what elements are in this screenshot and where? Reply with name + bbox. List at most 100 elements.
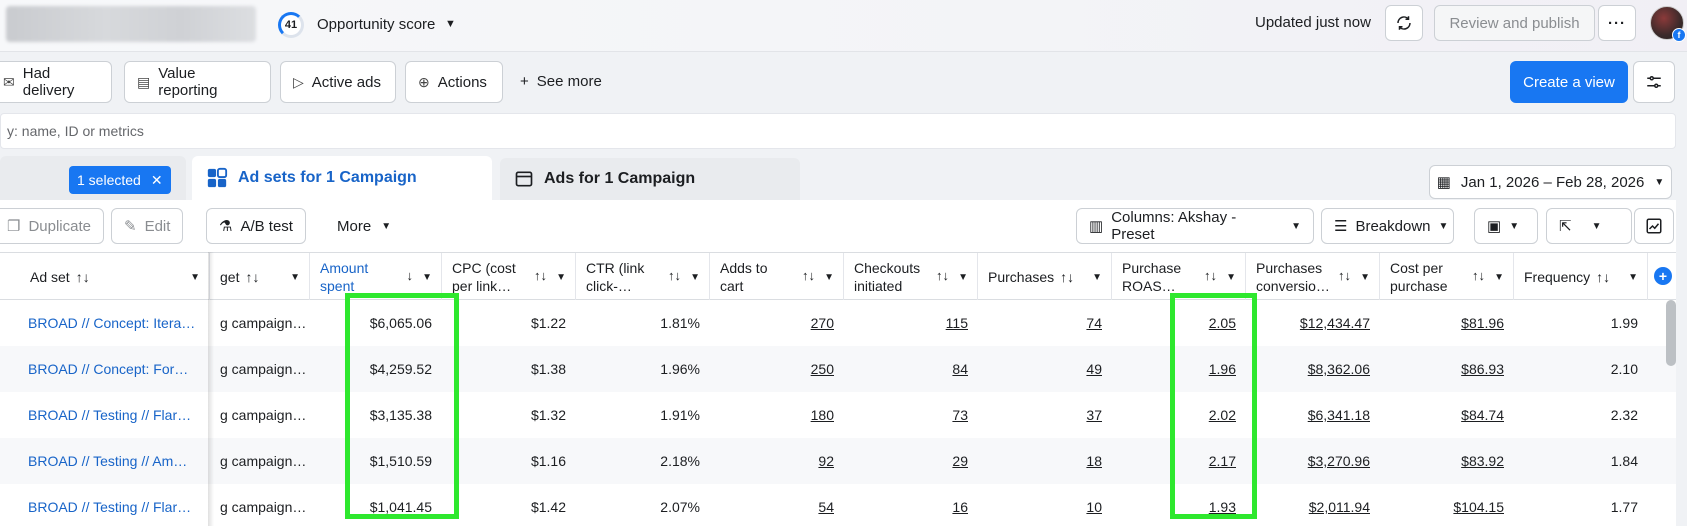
ab-test-button[interactable]: ⚗ A/B test bbox=[206, 208, 306, 244]
table-row[interactable]: BROAD // Testing // Am… g campaign… $1,5… bbox=[0, 438, 1676, 484]
sort-icon[interactable]: ↑↓ bbox=[936, 268, 949, 283]
sort-icon[interactable]: ↑↓ bbox=[1472, 268, 1485, 283]
chevron-down-icon[interactable]: ▼ bbox=[1226, 272, 1236, 283]
sort-icon[interactable]: ↑↓ bbox=[1204, 268, 1217, 283]
checkouts-value[interactable]: 84 bbox=[952, 361, 968, 377]
header-ctr[interactable]: CTR (link click-… ↑↓ ▼ bbox=[576, 253, 710, 300]
add-column-icon[interactable]: + bbox=[1654, 267, 1672, 285]
adset-name-link[interactable]: BROAD // Testing // Flar… bbox=[28, 499, 192, 515]
checkouts-value[interactable]: 73 bbox=[952, 407, 968, 423]
adset-name-link[interactable]: BROAD // Testing // Am… bbox=[28, 453, 188, 469]
conversion-value-cell[interactable]: $12,434.47 bbox=[1246, 300, 1380, 346]
table-row[interactable]: BROAD // Testing // Flar… g campaign… $3… bbox=[0, 392, 1676, 438]
chevron-down-icon[interactable]: ▼ bbox=[1494, 272, 1504, 283]
sort-icon[interactable]: ↑↓ bbox=[1338, 268, 1351, 283]
chevron-down-icon[interactable]: ▼ bbox=[1360, 272, 1370, 283]
header-purchase-roas[interactable]: Purchase ROAS… ↑↓ ▼ bbox=[1112, 253, 1246, 300]
conversion-value-cell[interactable]: $6,341.18 bbox=[1246, 392, 1380, 438]
roas-cell[interactable]: 1.96 bbox=[1112, 346, 1246, 392]
table-row[interactable]: BROAD // Concept: Itera… g campaign… $6,… bbox=[0, 300, 1676, 346]
purchases-cell[interactable]: 18 bbox=[978, 438, 1112, 484]
roas-value[interactable]: 2.17 bbox=[1208, 453, 1236, 469]
chevron-down-icon[interactable]: ▼ bbox=[824, 272, 834, 283]
cost-per-purchase-cell[interactable]: $83.92 bbox=[1380, 438, 1514, 484]
adset-name-link[interactable]: BROAD // Concept: Itera… bbox=[28, 315, 196, 331]
chevron-down-icon[interactable]: ▼ bbox=[556, 272, 566, 283]
conversion-value[interactable]: $3,270.96 bbox=[1307, 453, 1370, 469]
chart-toggle-button[interactable] bbox=[1634, 208, 1674, 244]
refresh-button[interactable] bbox=[1385, 5, 1423, 41]
purchases-value[interactable]: 18 bbox=[1086, 453, 1102, 469]
opportunity-score-ring[interactable]: 41 bbox=[278, 12, 304, 38]
export-button[interactable]: ⇱ ▼ bbox=[1546, 208, 1632, 244]
purchases-value[interactable]: 49 bbox=[1086, 361, 1102, 377]
columns-button[interactable]: ▥ Columns: Akshay - Preset ▼ bbox=[1076, 208, 1314, 244]
adds-to-cart-value[interactable]: 250 bbox=[810, 361, 834, 377]
chevron-down-icon[interactable]: ▼ bbox=[690, 272, 700, 283]
edit-button[interactable]: ✎ Edit bbox=[111, 208, 184, 244]
adds-to-cart-value[interactable]: 270 bbox=[810, 315, 834, 331]
roas-cell[interactable]: 1.93 bbox=[1112, 484, 1246, 526]
conversion-value[interactable]: $6,341.18 bbox=[1307, 407, 1370, 423]
checkouts-value[interactable]: 16 bbox=[952, 499, 968, 515]
checkouts-cell[interactable]: 73 bbox=[844, 392, 978, 438]
chevron-down-icon[interactable]: ▼ bbox=[422, 272, 432, 283]
cost-per-purchase-value[interactable]: $81.96 bbox=[1461, 315, 1504, 331]
breakdown-button[interactable]: ☰ Breakdown ▼ bbox=[1321, 208, 1454, 244]
opportunity-score-label[interactable]: Opportunity score bbox=[317, 16, 436, 33]
sort-icon[interactable]: ↑↓ bbox=[802, 268, 815, 283]
sort-icon[interactable]: ↑↓ bbox=[1596, 268, 1611, 285]
conversion-value[interactable]: $12,434.47 bbox=[1299, 315, 1370, 331]
adds-to-cart-cell[interactable]: 180 bbox=[710, 392, 844, 438]
purchases-value[interactable]: 37 bbox=[1086, 407, 1102, 423]
header-purchases-conversion[interactable]: Purchases conversio… ↑↓ ▼ bbox=[1246, 253, 1380, 300]
cost-per-purchase-value[interactable]: $83.92 bbox=[1461, 453, 1504, 469]
conversion-value-cell[interactable]: $2,011.94 bbox=[1246, 484, 1380, 526]
header-purchases[interactable]: Purchases ↑↓ ▼ bbox=[978, 253, 1112, 300]
adds-to-cart-cell[interactable]: 270 bbox=[710, 300, 844, 346]
purchases-cell[interactable]: 49 bbox=[978, 346, 1112, 392]
header-cost-per-purchase[interactable]: Cost per purchase ↑↓ ▼ bbox=[1380, 253, 1514, 300]
cost-per-purchase-cell[interactable]: $86.93 bbox=[1380, 346, 1514, 392]
sort-icon[interactable]: ↑↓ bbox=[668, 268, 681, 283]
avatar[interactable] bbox=[1650, 6, 1684, 40]
reports-button[interactable]: ▣ ▼ bbox=[1474, 208, 1538, 244]
cost-per-purchase-cell[interactable]: $81.96 bbox=[1380, 300, 1514, 346]
header-budget[interactable]: get ↑↓ ▼ bbox=[210, 253, 310, 300]
roas-cell[interactable]: 2.17 bbox=[1112, 438, 1246, 484]
table-row[interactable]: BROAD // Testing // Flar… g campaign… $1… bbox=[0, 484, 1676, 526]
roas-value[interactable]: 2.02 bbox=[1208, 407, 1236, 423]
adds-to-cart-value[interactable]: 54 bbox=[818, 499, 834, 515]
conversion-value-cell[interactable]: $8,362.06 bbox=[1246, 346, 1380, 392]
filter-actions[interactable]: ⊕ Actions bbox=[405, 61, 503, 103]
checkouts-cell[interactable]: 16 bbox=[844, 484, 978, 526]
filter-active-ads[interactable]: ▷ Active ads bbox=[280, 61, 396, 103]
purchases-cell[interactable]: 74 bbox=[978, 300, 1112, 346]
adds-to-cart-cell[interactable]: 92 bbox=[710, 438, 844, 484]
chevron-down-icon[interactable]: ▼ bbox=[445, 18, 456, 30]
tab-campaigns[interactable]: 1 selected ✕ bbox=[0, 156, 186, 200]
filter-had-delivery[interactable]: ✉ Had delivery bbox=[0, 61, 112, 103]
review-and-publish-button[interactable]: Review and publish bbox=[1434, 5, 1595, 41]
view-settings-button[interactable] bbox=[1633, 61, 1675, 103]
sort-descending-icon[interactable]: ↓ bbox=[406, 268, 414, 283]
header-amount-spent[interactable]: Amount spent ↓ ▼ bbox=[310, 253, 442, 300]
roas-value[interactable]: 1.93 bbox=[1208, 499, 1236, 515]
chevron-down-icon[interactable]: ▼ bbox=[290, 272, 300, 283]
cost-per-purchase-value[interactable]: $104.15 bbox=[1453, 499, 1504, 515]
cost-per-purchase-value[interactable]: $84.74 bbox=[1461, 407, 1504, 423]
sort-icon[interactable]: ↑↓ bbox=[534, 268, 547, 283]
adds-to-cart-value[interactable]: 180 bbox=[810, 407, 834, 423]
filter-value-reporting[interactable]: ▤ Value reporting bbox=[124, 61, 271, 103]
close-icon[interactable]: ✕ bbox=[150, 171, 163, 188]
checkouts-cell[interactable]: 29 bbox=[844, 438, 978, 484]
cost-per-purchase-cell[interactable]: $84.74 bbox=[1380, 392, 1514, 438]
purchases-value[interactable]: 74 bbox=[1086, 315, 1102, 331]
table-row[interactable]: BROAD // Concept: For… g campaign… $4,25… bbox=[0, 346, 1676, 392]
checkouts-cell[interactable]: 115 bbox=[844, 300, 978, 346]
account-name-redacted[interactable] bbox=[6, 6, 256, 42]
adds-to-cart-cell[interactable]: 54 bbox=[710, 484, 844, 526]
create-view-button[interactable]: Create a view bbox=[1510, 61, 1628, 103]
header-checkouts[interactable]: Checkouts initiated ↑↓ ▼ bbox=[844, 253, 978, 300]
date-range-picker[interactable]: ▦ Jan 1, 2026 – Feb 28, 2026 ▼ bbox=[1429, 165, 1672, 199]
